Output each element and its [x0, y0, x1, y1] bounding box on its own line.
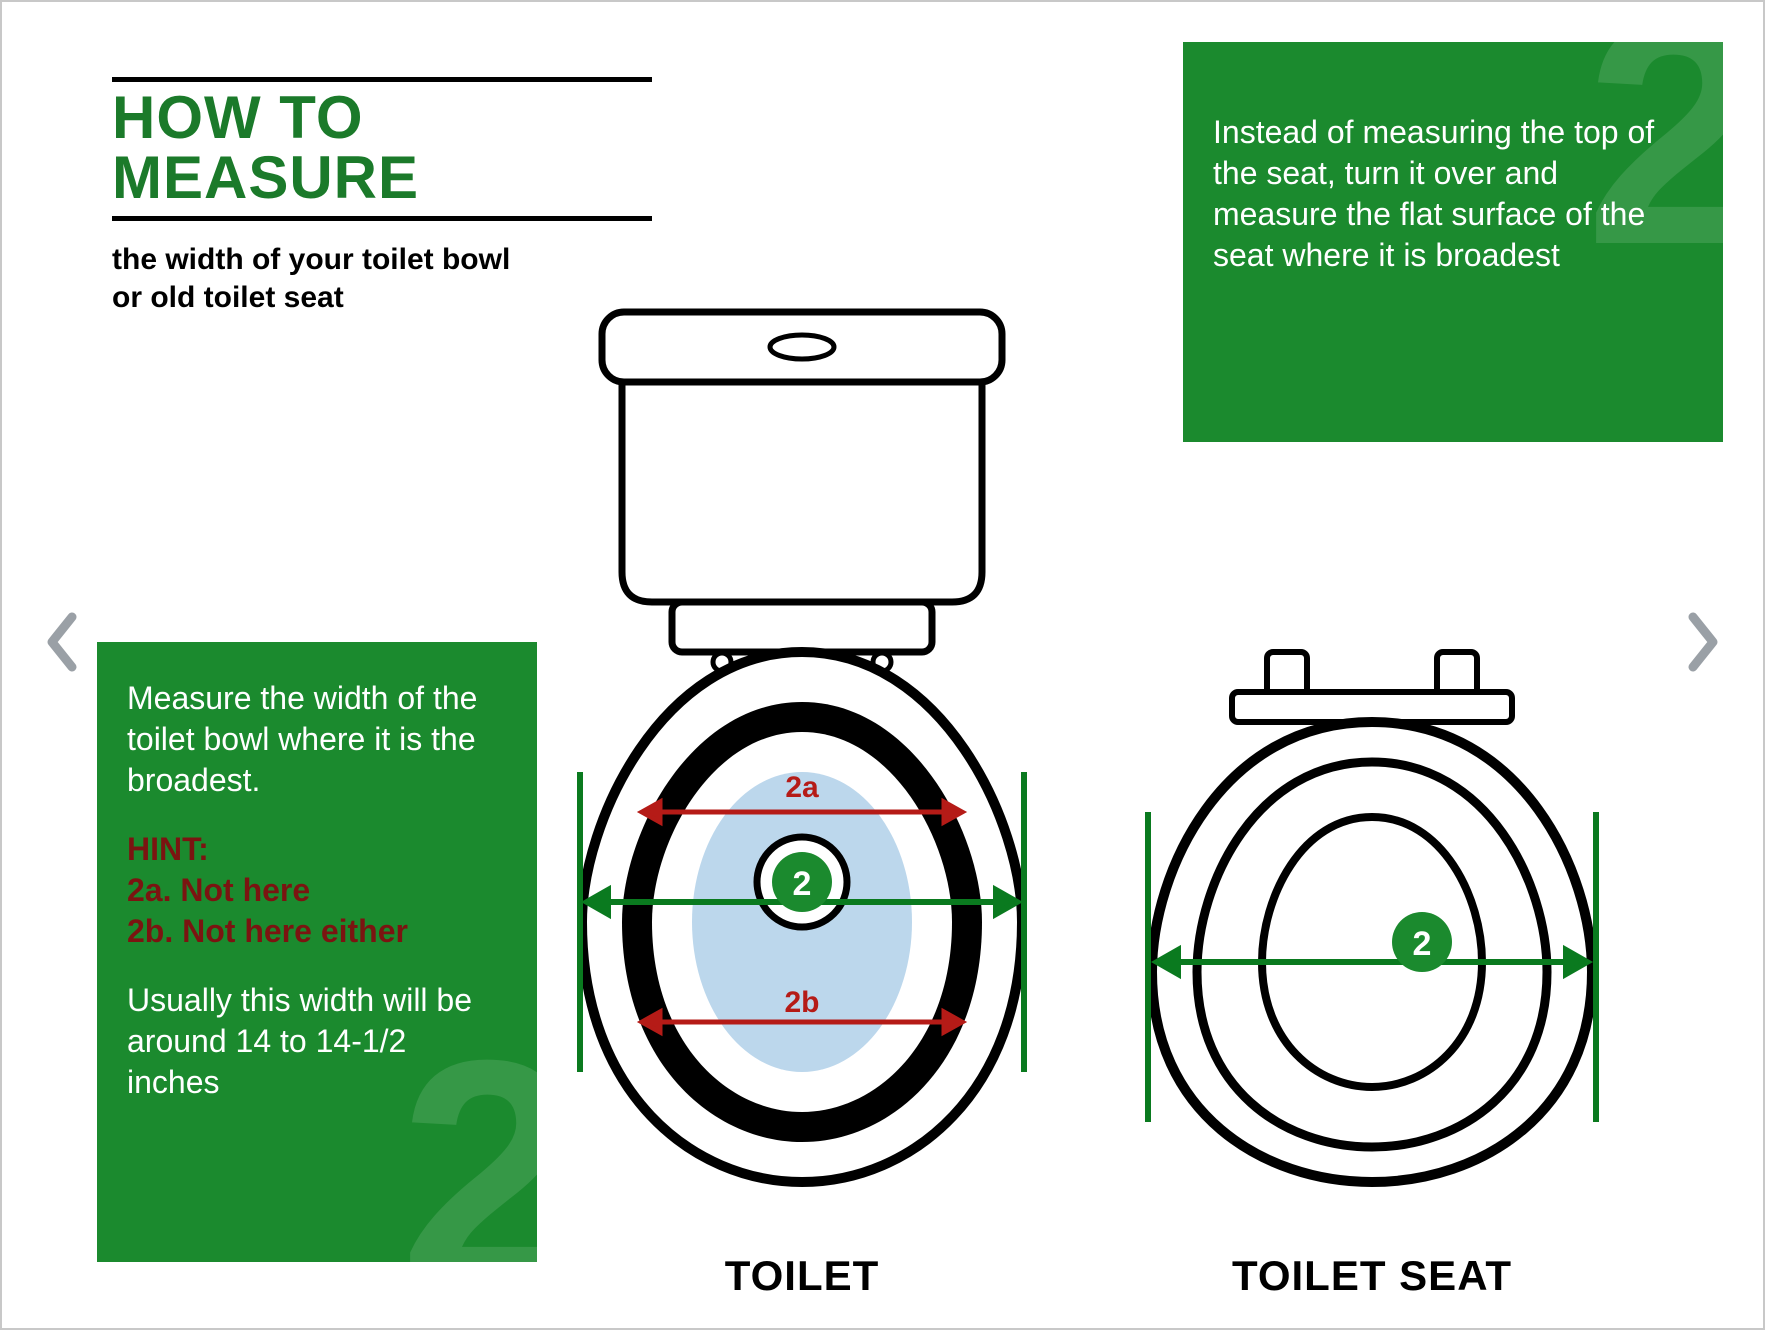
hint-a: 2a. Not here	[127, 872, 310, 908]
chevron-right-icon	[1683, 612, 1723, 672]
dim-label-2b: 2b	[784, 986, 819, 1019]
seat-diagram: 2	[1112, 642, 1632, 1202]
hint-label: HINT:	[127, 831, 209, 867]
usually-text: Usually this width will be around 14 to …	[127, 980, 507, 1103]
seat-panel-text: Instead of measuring the top of the seat…	[1213, 112, 1683, 276]
next-arrow[interactable]	[1683, 612, 1723, 672]
seat-panel-tab: TOILET SEAT	[1404, 441, 1723, 442]
header: HOW TO MEASURE the width of your toilet …	[112, 77, 662, 316]
dim-label-2a: 2a	[785, 771, 819, 804]
prev-arrow[interactable]	[42, 612, 82, 672]
toilet-caption: TOILET	[542, 1252, 1062, 1300]
toilet-badge: 2	[793, 865, 812, 903]
hint-block: HINT: 2a. Not here 2b. Not here either	[127, 829, 507, 952]
seat-caption: TOILET SEAT	[1112, 1252, 1632, 1300]
hint-b: 2b. Not here either	[127, 913, 408, 949]
infographic-frame: HOW TO MEASURE the width of your toilet …	[0, 0, 1765, 1330]
toilet-diagram: 2a 2 2b	[542, 302, 1062, 1242]
toilet-panel-text: Measure the width of the toilet bowl whe…	[127, 678, 507, 801]
header-rule-bottom	[112, 216, 652, 221]
seat-badge: 2	[1413, 925, 1432, 963]
chevron-left-icon	[42, 612, 82, 672]
subtitle-line2: or old toilet seat	[112, 281, 344, 314]
toilet-info-panel: 2 TOILET Measure the width of the toilet…	[97, 642, 537, 1262]
header-rule-top	[112, 77, 652, 82]
seat-info-panel: 2 Instead of measuring the top of the se…	[1183, 42, 1723, 442]
subtitle-line1: the width of your toilet bowl	[112, 243, 510, 276]
page-title: HOW TO MEASURE	[112, 88, 662, 208]
toilet-panel-tab: TOILET	[97, 642, 273, 643]
